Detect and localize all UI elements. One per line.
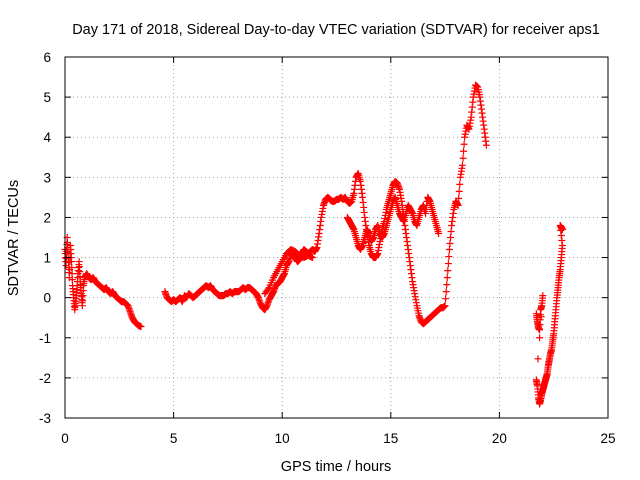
axis-ticks: 0 5 10 15 20 25 -3 -2 -1 0 1 2 3 4 5 6 <box>39 50 616 446</box>
y-tick-label: 2 <box>43 210 51 225</box>
x-tick-label: 20 <box>492 431 507 446</box>
data-point <box>309 254 317 262</box>
data-point <box>447 227 455 235</box>
y-tick-label: 1 <box>43 251 51 266</box>
data-point <box>446 240 454 248</box>
data-point <box>458 161 466 169</box>
data-point <box>445 253 453 261</box>
data-point <box>68 258 76 266</box>
x-tick-label: 0 <box>61 431 69 446</box>
data-point <box>264 285 272 293</box>
y-tick-label: -3 <box>39 411 51 426</box>
y-tick-label: -1 <box>39 331 51 346</box>
y-tick-label: 0 <box>43 291 51 306</box>
data-point <box>443 281 451 289</box>
x-tick-label: 15 <box>383 431 398 446</box>
data-point <box>482 141 490 149</box>
data-point <box>442 295 450 303</box>
data-point <box>444 260 452 268</box>
data-point <box>454 201 462 209</box>
chart-title: Day 171 of 2018, Sidereal Day-to-day VTE… <box>72 22 600 38</box>
data-point <box>68 270 76 278</box>
data-point <box>435 229 443 237</box>
data-point <box>537 313 545 321</box>
data-point <box>558 225 566 233</box>
data-point <box>539 292 547 300</box>
data-point <box>444 267 452 275</box>
data-point <box>455 187 463 195</box>
x-axis-label: GPS time / hours <box>281 459 391 475</box>
x-tick-label: 10 <box>275 431 290 446</box>
plot-frame <box>64 56 609 419</box>
y-tick-label: 6 <box>43 50 51 65</box>
data-point <box>442 288 450 296</box>
data-point <box>460 147 468 155</box>
data-points <box>61 81 566 408</box>
data-point <box>534 355 542 363</box>
y-tick-label: 3 <box>43 170 51 185</box>
data-point <box>445 246 453 254</box>
y-tick-label: 5 <box>43 90 51 105</box>
x-tick-label: 5 <box>170 431 178 446</box>
data-point <box>137 323 145 331</box>
data-point <box>447 234 455 241</box>
data-point <box>68 276 76 284</box>
data-point <box>443 274 451 282</box>
data-point <box>456 180 464 188</box>
y-tick-label: 4 <box>43 130 51 145</box>
x-tick-label: 25 <box>600 431 615 446</box>
data-point <box>441 302 449 310</box>
data-point <box>460 140 468 148</box>
grid <box>65 57 608 418</box>
data-point <box>455 194 463 202</box>
y-axis-label: SDTVAR / TECUs <box>6 180 22 296</box>
y-tick-label: -2 <box>39 371 51 386</box>
data-point <box>68 264 76 272</box>
data-point <box>63 248 71 256</box>
data-point <box>459 154 467 162</box>
data-point <box>536 334 544 342</box>
